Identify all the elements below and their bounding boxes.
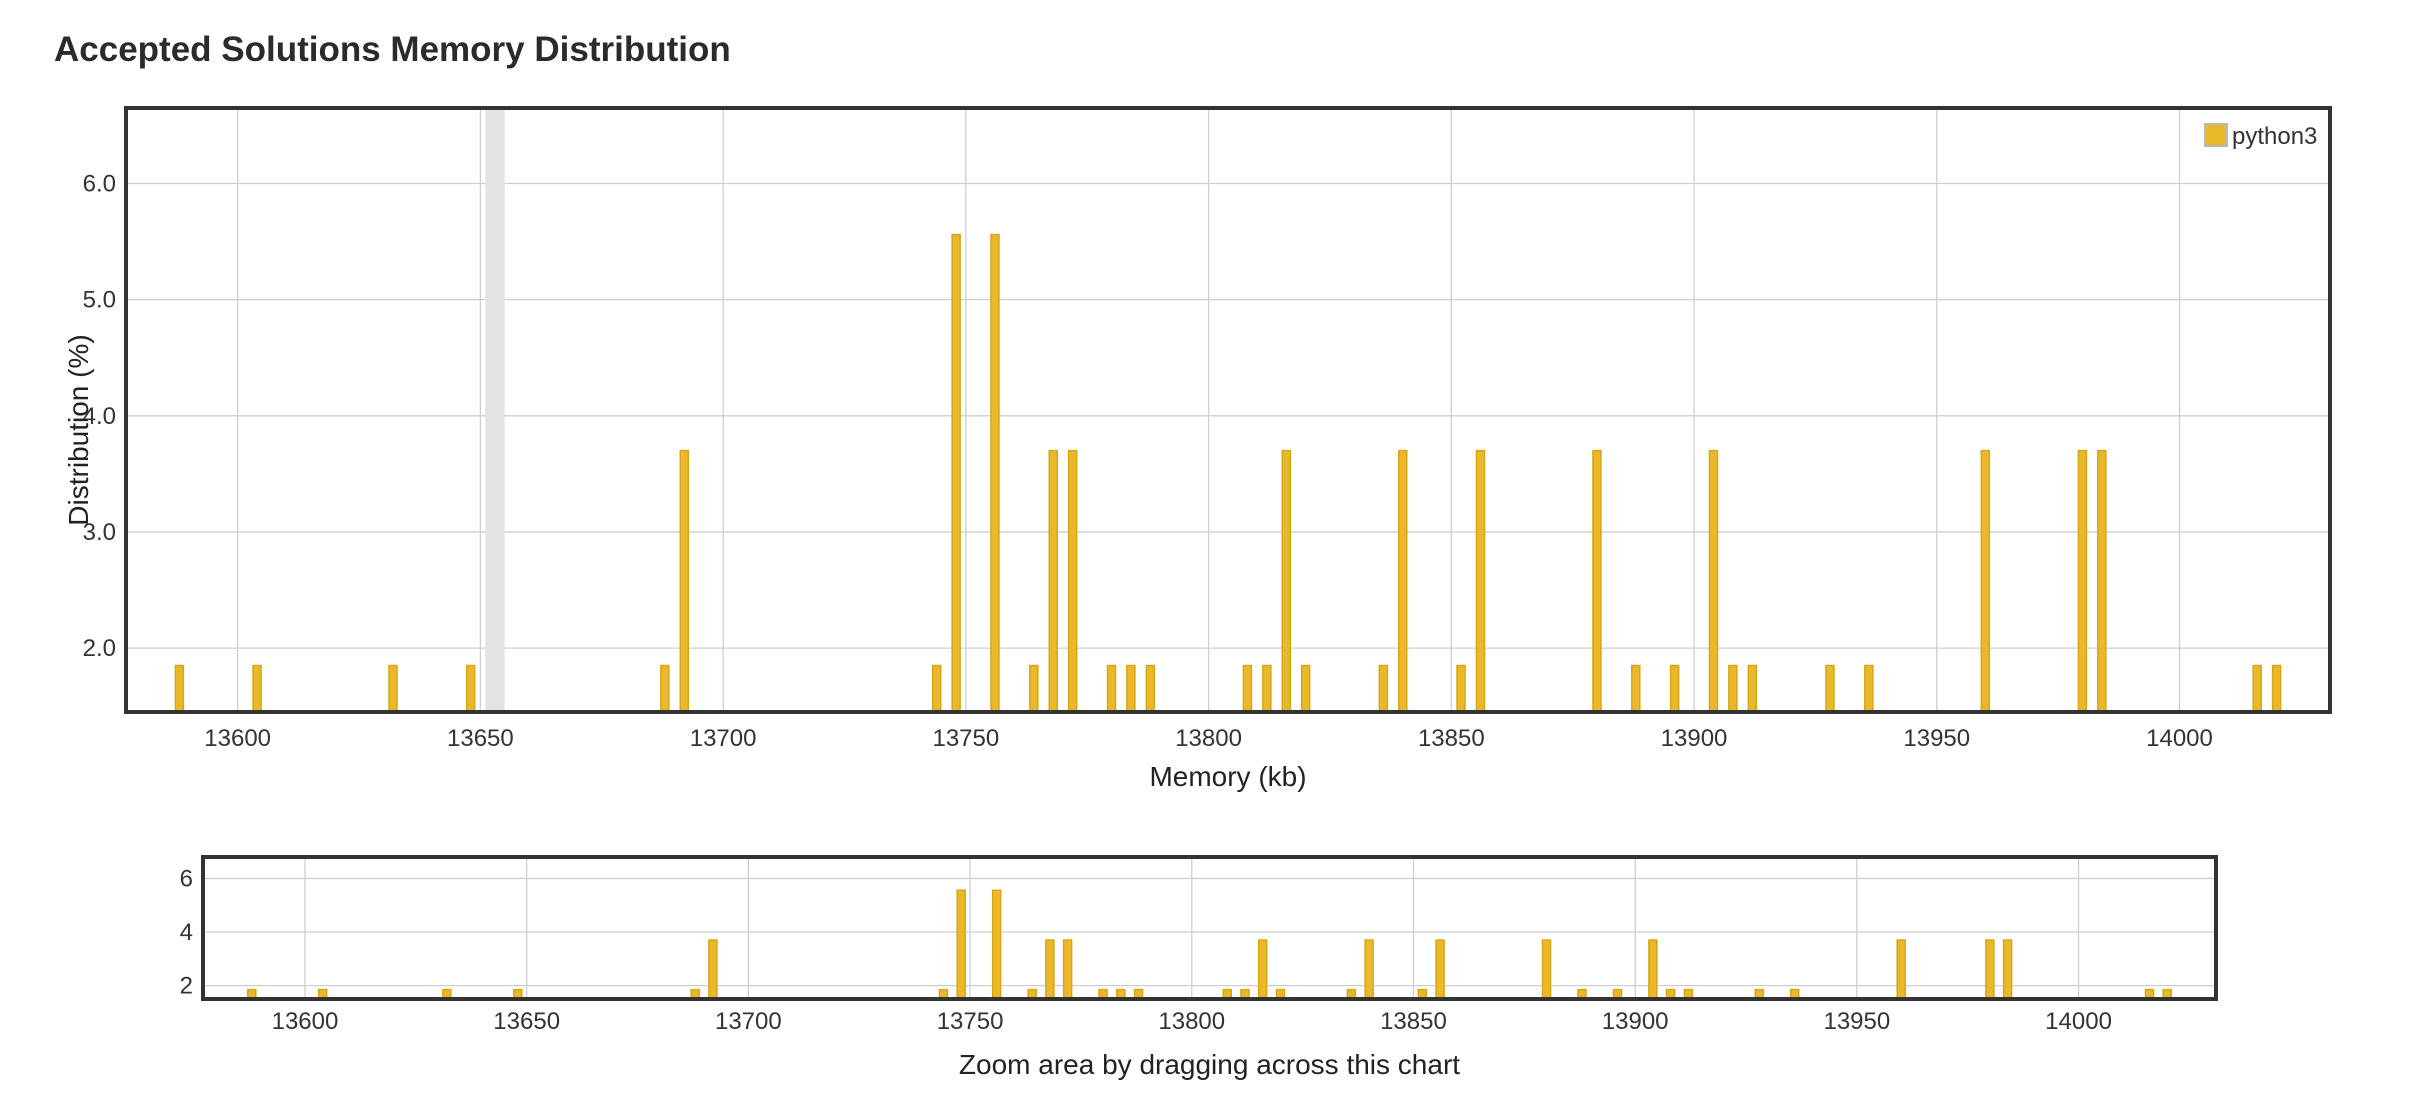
main-bar-13688[interactable] <box>660 664 670 713</box>
main-bar-13908[interactable] <box>1728 664 1738 713</box>
zoom-caption: Zoom area by dragging across this chart <box>959 1049 1460 1080</box>
nav-x-tick-13900: 13900 <box>1602 1008 1669 1035</box>
main-bar-13856[interactable] <box>1475 449 1486 713</box>
nav-bar-13980[interactable] <box>1985 939 1995 1000</box>
main-bar-13604[interactable] <box>252 664 262 713</box>
navigator-plot-frame <box>201 855 2218 1001</box>
main-chart[interactable]: 13600 13650 13700 13750 13800 13850 13900 13950… <box>63 106 2332 792</box>
main-plot-area[interactable] <box>126 108 2330 712</box>
main-y-tick-labels: 2.0 3.0 4.0 5.0 6.0 <box>83 171 116 663</box>
main-bar-13816[interactable] <box>1281 449 1292 713</box>
main-x-tick-13850: 13850 <box>1418 725 1485 752</box>
main-bar-13648[interactable] <box>465 664 476 713</box>
y-axis-label: Distribution (%) <box>63 334 94 525</box>
main-bar-13984[interactable] <box>2097 449 2107 713</box>
main-bar-13756[interactable] <box>990 233 1000 713</box>
main-x-tick-13750: 13750 <box>932 725 999 752</box>
main-bar-13812[interactable] <box>1262 664 1272 713</box>
main-bar-13896[interactable] <box>1669 664 1680 713</box>
main-bar-13980[interactable] <box>2077 449 2088 713</box>
zoom-navigator-chart[interactable]: 13600 13650 13700 13750 13800 13850 13900 13950… <box>180 855 2218 1080</box>
main-bar-13928[interactable] <box>1825 664 1835 713</box>
nav-x-tick-14000: 14000 <box>2045 1008 2112 1035</box>
nav-bar-13960[interactable] <box>1896 939 1906 1000</box>
navigator-x-tick-labels: 13600 13650 13700 13750 13800 13850 13900 13950… <box>272 1008 2112 1035</box>
main-bar-13904[interactable] <box>1708 449 1719 713</box>
nav-x-tick-13850: 13850 <box>1380 1008 1447 1035</box>
main-x-tick-13600: 13600 <box>204 725 271 752</box>
navigator-plot-area[interactable] <box>203 857 2216 999</box>
main-bar-13772[interactable] <box>1067 449 1078 713</box>
main-y-tick-4: 6.0 <box>83 171 116 198</box>
main-bar-13744[interactable] <box>931 664 942 713</box>
main-bar-13784[interactable] <box>1126 664 1136 713</box>
main-x-tick-13700: 13700 <box>690 725 757 752</box>
page-title: Accepted Solutions Memory Distribution <box>54 30 731 69</box>
main-bar-13880[interactable] <box>1592 449 1602 713</box>
nav-bar-13756[interactable] <box>991 889 1002 1000</box>
main-bar-13960[interactable] <box>1980 449 1991 713</box>
nav-bar-13856[interactable] <box>1435 939 1445 1000</box>
main-bar-14020[interactable] <box>2271 664 2282 713</box>
nav-bar-13840[interactable] <box>1364 939 1374 1000</box>
nav-y-tick-1: 4 <box>180 919 193 946</box>
main-y-tick-3: 5.0 <box>83 287 116 314</box>
hover-highlight-band <box>485 108 505 712</box>
main-bar-13780[interactable] <box>1106 664 1117 713</box>
main-bars <box>174 233 2282 713</box>
main-bar-13768[interactable] <box>1048 449 1058 713</box>
nav-x-tick-13600: 13600 <box>272 1008 339 1035</box>
nav-y-tick-2: 6 <box>180 865 193 892</box>
nav-y-tick-0: 2 <box>180 973 193 1000</box>
legend-swatch-python3[interactable] <box>2204 123 2228 147</box>
main-bar-13788[interactable] <box>1145 664 1156 713</box>
nav-x-tick-13700: 13700 <box>715 1008 782 1035</box>
main-bar-13820[interactable] <box>1300 664 1311 713</box>
main-bar-13808[interactable] <box>1242 664 1253 713</box>
main-bar-13912[interactable] <box>1747 664 1758 713</box>
nav-bar-13880[interactable] <box>1541 939 1552 1000</box>
navigator-y-tick-labels: 2 4 6 <box>180 865 193 999</box>
main-bar-13588[interactable] <box>174 664 185 713</box>
main-x-tick-13800: 13800 <box>1175 725 1242 752</box>
navigator-gridlines <box>203 857 2216 999</box>
main-bar-13748[interactable] <box>951 233 961 713</box>
main-bar-13764[interactable] <box>1029 664 1039 713</box>
nav-bar-13904[interactable] <box>1648 939 1658 1000</box>
nav-bar-13748[interactable] <box>956 889 966 1000</box>
nav-x-tick-13950: 13950 <box>1823 1008 1890 1035</box>
main-plot-frame <box>124 106 2332 714</box>
legend[interactable]: python3 <box>2204 123 2317 150</box>
main-x-tick-13950: 13950 <box>1903 725 1970 752</box>
main-bar-14016[interactable] <box>2252 664 2262 713</box>
nav-x-tick-13650: 13650 <box>493 1008 560 1035</box>
nav-bar-13772[interactable] <box>1062 939 1073 1000</box>
x-axis-label: Memory (kb) <box>1149 761 1306 792</box>
main-bar-13852[interactable] <box>1456 664 1466 713</box>
main-y-tick-1: 3.0 <box>83 519 116 546</box>
main-bar-13836[interactable] <box>1378 664 1389 713</box>
nav-bar-13768[interactable] <box>1045 939 1055 1000</box>
nav-bar-13692[interactable] <box>708 939 718 1000</box>
main-x-tick-13900: 13900 <box>1661 725 1728 752</box>
nav-x-tick-13750: 13750 <box>937 1008 1004 1035</box>
nav-bar-13816[interactable] <box>1257 939 1268 1000</box>
main-x-tick-labels: 13600 13650 13700 13750 13800 13850 13900 13950… <box>204 725 2213 752</box>
main-y-tick-0: 2.0 <box>83 635 116 662</box>
legend-label-python3[interactable]: python3 <box>2232 123 2317 150</box>
main-bar-13632[interactable] <box>388 664 398 713</box>
main-bar-13888[interactable] <box>1631 664 1641 713</box>
main-bar-13936[interactable] <box>1864 664 1874 713</box>
nav-x-tick-13800: 13800 <box>1158 1008 1225 1035</box>
main-y-tick-2: 4.0 <box>83 403 116 430</box>
main-x-tick-14000: 14000 <box>2146 725 2213 752</box>
main-bar-13692[interactable] <box>679 449 690 713</box>
nav-bar-13984[interactable] <box>2002 939 2013 1000</box>
main-x-tick-13650: 13650 <box>447 725 514 752</box>
main-bar-13840[interactable] <box>1398 449 1408 713</box>
